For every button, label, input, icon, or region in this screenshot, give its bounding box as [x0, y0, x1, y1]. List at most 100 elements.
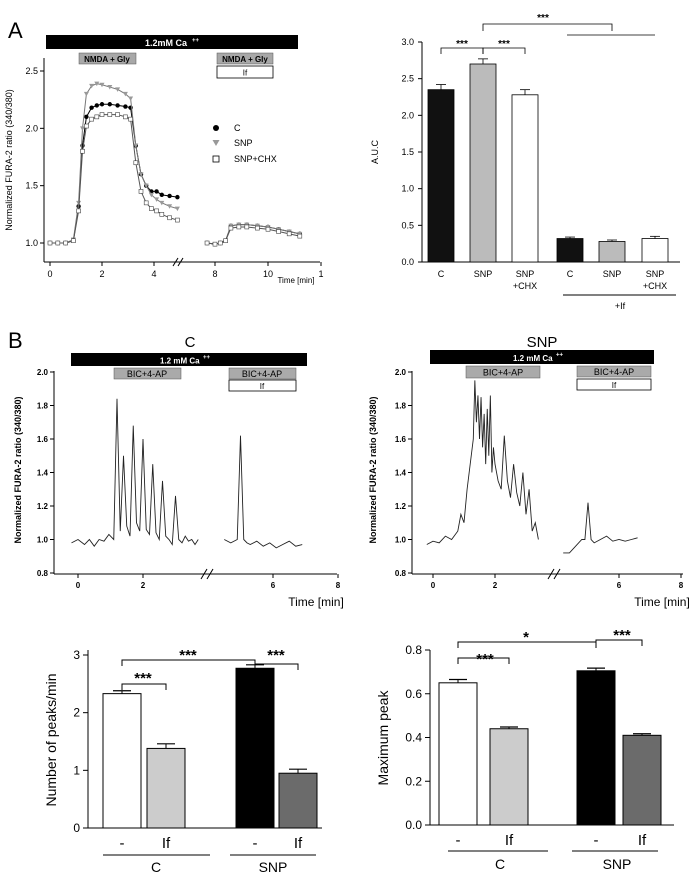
y-tick-label: 1.6 [37, 435, 49, 444]
bar [556, 238, 584, 263]
y-tick-label: 1.0 [37, 536, 49, 545]
panel-label-a: A [8, 18, 23, 43]
data-point [276, 229, 281, 234]
x-tick-label: 6 [271, 581, 276, 590]
stim-box-2-label: BIC+4-AP [594, 367, 634, 377]
panel-a-auc-bar: 0.0 0.5 1.0 1.5 2.0 2.5 3.0 A.U.C C SNP SNP +CHX C… [370, 13, 680, 311]
legend-marker-snp-chx [212, 155, 220, 163]
data-point [76, 200, 82, 206]
y-axis-label: Normalized FURA-2 ratio (340/380) [368, 396, 378, 543]
x-tick-label: 0 [431, 581, 436, 590]
x-tick-label: - [120, 835, 125, 852]
bar [511, 94, 539, 263]
x-axis-break [200, 568, 214, 580]
data-point [115, 103, 120, 108]
y-tick-label: 0.0 [401, 257, 414, 267]
group-label-c: C [495, 856, 505, 872]
data-point [228, 225, 234, 231]
calcium-bar [46, 35, 298, 49]
legend-label-snp: SNP [234, 138, 253, 148]
y-tick-label: 1.2 [37, 502, 49, 511]
y-tick-label: 1.2 [395, 502, 407, 511]
y-tick-label: 1.4 [395, 469, 407, 478]
x-axis-label: Time [min] [288, 595, 344, 609]
bar [489, 728, 529, 826]
x-tick-label: SNP [646, 269, 665, 279]
trace-line [426, 380, 539, 545]
data-point [107, 112, 113, 117]
data-point [212, 241, 218, 247]
data-point [159, 192, 164, 198]
x-tick-label: 2 [141, 581, 146, 590]
data-point [128, 96, 134, 102]
group-label-snp: SNP [603, 856, 632, 872]
y-tick-label: 3 [73, 648, 80, 662]
x-tick-label: C [438, 269, 445, 279]
panel-a-trace: 1.2mM Ca ++ NMDA + Gly NMDA + Gly If 1.0… [4, 35, 324, 285]
data-point [174, 206, 180, 212]
y-axis-label: Number of peaks/min [43, 673, 59, 806]
y-tick-label: 1 [73, 763, 80, 777]
y-tick-label: 0.6 [405, 687, 422, 701]
bar [622, 734, 662, 826]
x-tick-label: 0 [47, 269, 52, 279]
data-point [89, 83, 95, 89]
trace-line [224, 435, 303, 549]
data-point [71, 238, 76, 244]
stim-box [78, 52, 137, 65]
y-tick-label: 3.0 [401, 37, 414, 47]
y-tick-label: 1.8 [395, 402, 407, 411]
stim-box-label: BIC+4-AP [127, 369, 167, 379]
sig-snp-vs-if: *** [267, 647, 285, 664]
data-point [154, 208, 159, 214]
data-point [218, 240, 223, 246]
series-snp [47, 81, 303, 247]
data-point [99, 112, 105, 117]
data-point [265, 226, 271, 232]
panel-b-peaks: 0 1 2 3 Number of peaks/min - If - If C SNP **… [43, 647, 322, 875]
x-tick-label: 8 [212, 269, 217, 279]
data-point [83, 91, 89, 97]
y-tick-label: 1.0 [25, 238, 38, 248]
legend-label-snp-chx: SNP+CHX [234, 154, 277, 164]
x-tick-label: C [567, 269, 574, 279]
stim-box-label: NMDA + Gly [84, 55, 130, 64]
series-snp-chx [47, 112, 303, 247]
stim-box-label: BIC+4-AP [483, 368, 523, 378]
y-tick-label: 0 [73, 821, 80, 835]
data-point [84, 123, 89, 129]
y-tick-label: 1.8 [37, 402, 49, 411]
x-tick-label: +CHX [643, 281, 667, 291]
x-tick-label: - [253, 835, 258, 852]
data-point [128, 116, 133, 122]
y-tick-label: 0.8 [395, 569, 407, 578]
sig-c-vs-snp: *** [179, 647, 197, 664]
data-point [63, 240, 68, 246]
y-tick-label: 2.0 [395, 368, 407, 377]
data-point [167, 193, 172, 199]
sig-c-vs-snp: * [523, 629, 529, 646]
bar [469, 63, 497, 263]
series-c [71, 398, 303, 549]
data-point [133, 143, 139, 149]
y-tick-label: 0.8 [37, 569, 49, 578]
x-tick-label: SNP [603, 269, 622, 279]
bar [438, 682, 478, 826]
data-point [107, 102, 113, 107]
data-point [175, 217, 180, 223]
y-tick-label: 2 [73, 706, 80, 720]
data-point [149, 206, 154, 211]
data-point [89, 105, 94, 110]
sig-c-vs-snp: *** [456, 39, 468, 50]
stim-box-2-label: BIC+4-AP [242, 369, 282, 379]
y-axis-label: Normalized FURA-2 ratio (340/380) [13, 396, 23, 543]
data-point [80, 126, 85, 131]
y-tick-label: 1.6 [395, 435, 407, 444]
data-point [138, 172, 144, 177]
stim-box-2-label: NMDA + Gly [222, 55, 268, 64]
x-tick-label: +CHX [513, 281, 537, 291]
y-axis-label: A.U.C [370, 140, 380, 165]
data-point [167, 204, 173, 209]
trace-line [563, 502, 638, 554]
x-tick-label: 10 [263, 269, 273, 279]
